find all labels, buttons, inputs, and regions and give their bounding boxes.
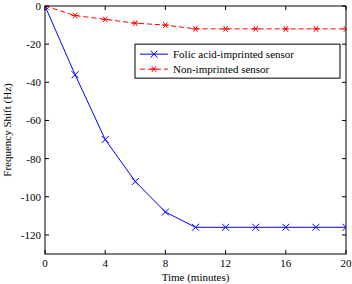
legend: Folic acid-imprinted sensor Non-imprinted… (135, 44, 340, 78)
x-tick (165, 6, 166, 10)
marker (72, 13, 79, 19)
x-tick (225, 250, 226, 254)
series-line (45, 6, 346, 29)
data-group (45, 6, 346, 231)
x-tick-label: 16 (280, 257, 292, 269)
y-tick (45, 44, 49, 45)
x-tick-label: 4 (102, 257, 108, 269)
marker (102, 17, 109, 23)
x-tick-label: 8 (163, 257, 169, 269)
marker (252, 224, 259, 231)
legend-marker (151, 51, 158, 58)
marker (343, 26, 347, 32)
y-tick (45, 158, 49, 159)
y-tick (45, 82, 49, 83)
series-line (45, 6, 346, 227)
x-tick (105, 6, 106, 10)
y-tick-label: -60 (26, 114, 41, 126)
marker (72, 71, 79, 78)
y-tick-label: -100 (21, 191, 42, 203)
legend-label: Folic acid-imprinted sensor (173, 48, 294, 60)
marker (192, 26, 199, 32)
y-axis-label: Frequency Shift (Hz) (1, 83, 14, 177)
marker (132, 178, 139, 185)
marker (252, 26, 259, 32)
x-tick (105, 250, 106, 254)
plot-frame (45, 6, 346, 254)
marker (282, 26, 289, 32)
y-tick (342, 120, 346, 121)
marker (162, 22, 169, 28)
legend-box (135, 44, 340, 78)
marker (222, 26, 229, 32)
chart: 0 -20 -40 -60 -80 -100 -120 0 4 8 12 16 20 Time (minu… (0, 0, 352, 284)
x-tick (285, 250, 286, 254)
y-tick-label: -80 (26, 153, 41, 165)
y-tick-label: -120 (21, 229, 42, 241)
legend-label: Non-imprinted sensor (173, 63, 270, 75)
y-tick (342, 158, 346, 159)
y-tick (342, 196, 346, 197)
x-tick (165, 250, 166, 254)
marker (132, 20, 139, 26)
y-tick-label: -40 (26, 76, 41, 88)
y-tick (342, 234, 346, 235)
plot-background (45, 6, 346, 254)
marker (282, 224, 289, 231)
x-tick (285, 6, 286, 10)
marker (343, 224, 347, 231)
marker (162, 209, 169, 216)
marker (222, 224, 229, 231)
y-tick-label: -20 (26, 38, 41, 50)
x-tick-label: 20 (341, 257, 352, 269)
x-tick (225, 6, 226, 10)
y-tick (342, 44, 346, 45)
y-tick (45, 196, 49, 197)
x-tick-label: 0 (42, 257, 48, 269)
y-tick (45, 120, 49, 121)
y-tick-label: 0 (36, 0, 42, 12)
y-tick (45, 234, 49, 235)
chart-container: 0 -20 -40 -60 -80 -100 -120 0 4 8 12 16 20 Time (minu… (0, 0, 352, 284)
marker (312, 224, 319, 231)
x-tick-label: 12 (220, 257, 231, 269)
y-tick (342, 82, 346, 83)
legend-marker (151, 66, 158, 72)
marker (102, 136, 109, 143)
x-axis-label: Time (minutes) (162, 271, 230, 284)
marker (192, 224, 199, 231)
marker (312, 26, 319, 32)
